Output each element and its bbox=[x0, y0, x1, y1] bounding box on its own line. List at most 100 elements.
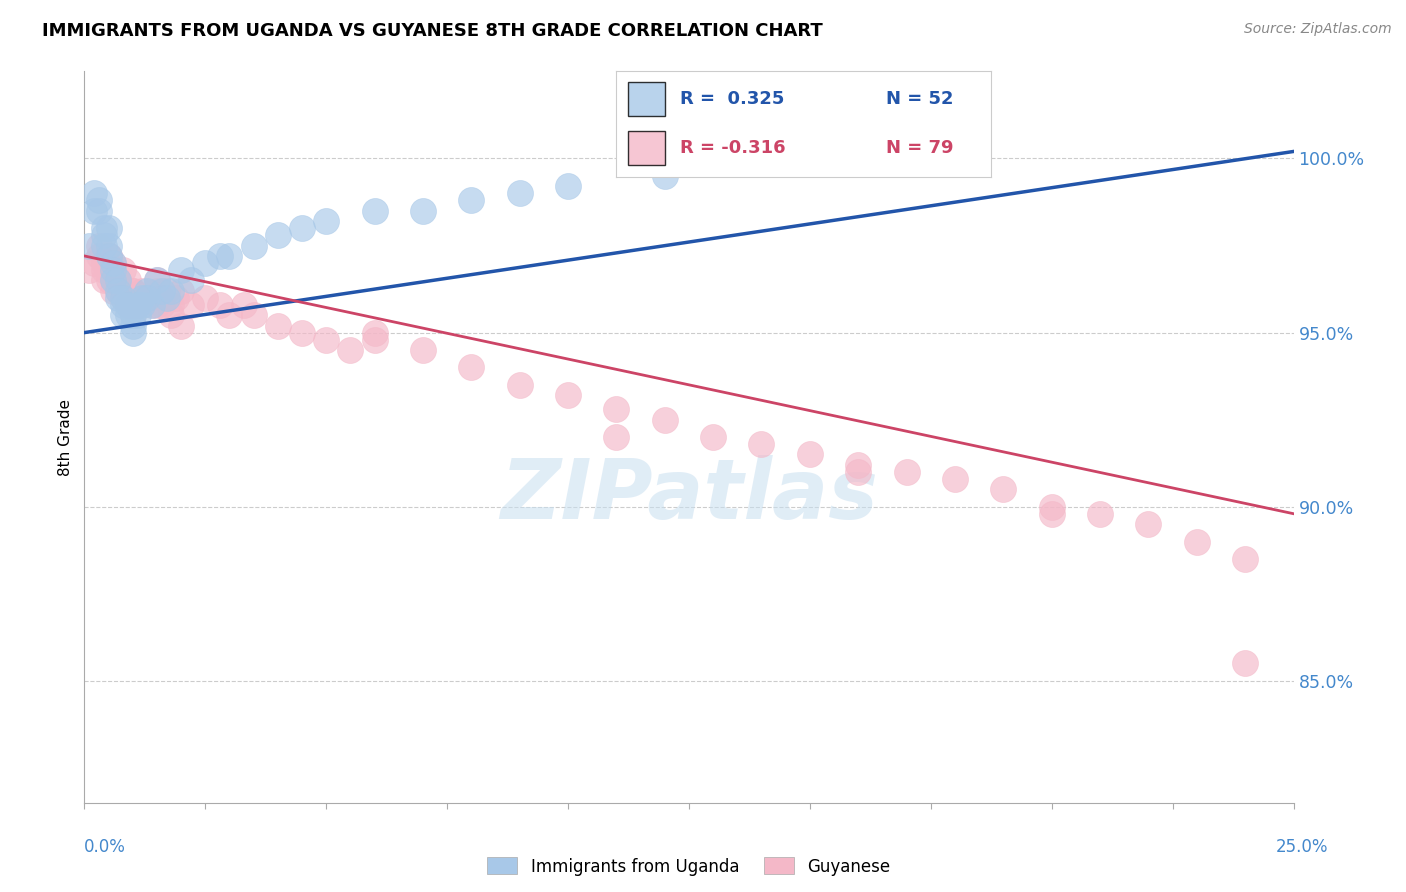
Point bbox=[136, 291, 159, 305]
Point bbox=[93, 273, 115, 287]
Point bbox=[117, 298, 139, 312]
Point bbox=[339, 343, 361, 357]
Point bbox=[1088, 507, 1111, 521]
Y-axis label: 8th Grade: 8th Grade bbox=[58, 399, 73, 475]
Point bbox=[160, 298, 183, 312]
Point bbox=[131, 291, 153, 305]
Point bbox=[242, 238, 264, 252]
Point bbox=[127, 298, 149, 312]
Point bbox=[103, 273, 125, 287]
Point bbox=[654, 412, 676, 426]
Point bbox=[107, 273, 129, 287]
Point bbox=[509, 377, 531, 392]
Point bbox=[412, 203, 434, 218]
Point bbox=[87, 203, 110, 218]
Point bbox=[93, 221, 115, 235]
Point bbox=[131, 284, 153, 298]
Point bbox=[112, 284, 135, 298]
Point bbox=[83, 186, 105, 201]
Point bbox=[363, 333, 385, 347]
Point bbox=[218, 308, 240, 322]
Point bbox=[107, 291, 129, 305]
Point bbox=[117, 291, 139, 305]
Point bbox=[180, 298, 202, 312]
Point bbox=[702, 430, 724, 444]
Point bbox=[112, 308, 135, 322]
Point bbox=[1185, 534, 1208, 549]
Point bbox=[97, 238, 120, 252]
Point bbox=[170, 284, 193, 298]
Point bbox=[131, 291, 153, 305]
Text: Source: ZipAtlas.com: Source: ZipAtlas.com bbox=[1244, 22, 1392, 37]
Point bbox=[242, 308, 264, 322]
Point bbox=[267, 318, 290, 333]
Point bbox=[93, 238, 115, 252]
Point bbox=[77, 238, 100, 252]
Point bbox=[121, 326, 143, 340]
Text: IMMIGRANTS FROM UGANDA VS GUYANESE 8TH GRADE CORRELATION CHART: IMMIGRANTS FROM UGANDA VS GUYANESE 8TH G… bbox=[42, 22, 823, 40]
Point bbox=[112, 298, 135, 312]
Text: ZIPatlas: ZIPatlas bbox=[501, 455, 877, 536]
Point bbox=[170, 318, 193, 333]
Point bbox=[93, 228, 115, 243]
Point bbox=[150, 284, 173, 298]
Point bbox=[146, 273, 169, 287]
Point bbox=[160, 284, 183, 298]
Point bbox=[97, 249, 120, 263]
Point bbox=[233, 298, 256, 312]
Point bbox=[146, 273, 169, 287]
Point bbox=[146, 284, 169, 298]
Point bbox=[112, 291, 135, 305]
Point bbox=[117, 298, 139, 312]
Point bbox=[131, 298, 153, 312]
Point bbox=[208, 249, 231, 263]
Point bbox=[83, 203, 105, 218]
Point bbox=[155, 291, 177, 305]
Point bbox=[103, 256, 125, 270]
Point bbox=[751, 152, 773, 166]
Point bbox=[170, 263, 193, 277]
Point bbox=[127, 308, 149, 322]
Point bbox=[107, 284, 129, 298]
Point bbox=[87, 238, 110, 252]
Point bbox=[194, 291, 217, 305]
Point bbox=[77, 263, 100, 277]
Point bbox=[87, 193, 110, 207]
Point bbox=[141, 298, 163, 312]
Point bbox=[363, 203, 385, 218]
Point bbox=[107, 273, 129, 287]
Point bbox=[846, 458, 869, 472]
Point bbox=[150, 291, 173, 305]
Point bbox=[180, 273, 202, 287]
Point bbox=[103, 263, 125, 277]
Point bbox=[87, 249, 110, 263]
Point bbox=[194, 256, 217, 270]
Point bbox=[121, 284, 143, 298]
Point bbox=[1040, 507, 1063, 521]
Point bbox=[896, 465, 918, 479]
Point bbox=[160, 308, 183, 322]
Point bbox=[127, 291, 149, 305]
Point bbox=[103, 256, 125, 270]
Point bbox=[97, 249, 120, 263]
Point bbox=[846, 465, 869, 479]
Text: 0.0%: 0.0% bbox=[84, 838, 127, 856]
Point bbox=[146, 298, 169, 312]
Point bbox=[93, 263, 115, 277]
Point bbox=[107, 273, 129, 287]
Point bbox=[509, 186, 531, 201]
Point bbox=[291, 221, 314, 235]
Point bbox=[107, 284, 129, 298]
Point bbox=[127, 298, 149, 312]
Point bbox=[605, 430, 627, 444]
Point bbox=[93, 256, 115, 270]
Point bbox=[315, 214, 337, 228]
Point bbox=[1137, 517, 1160, 532]
Point bbox=[97, 273, 120, 287]
Point bbox=[751, 437, 773, 451]
Point bbox=[97, 221, 120, 235]
Point bbox=[557, 179, 579, 194]
Point bbox=[112, 263, 135, 277]
Point bbox=[121, 284, 143, 298]
Point bbox=[943, 472, 966, 486]
